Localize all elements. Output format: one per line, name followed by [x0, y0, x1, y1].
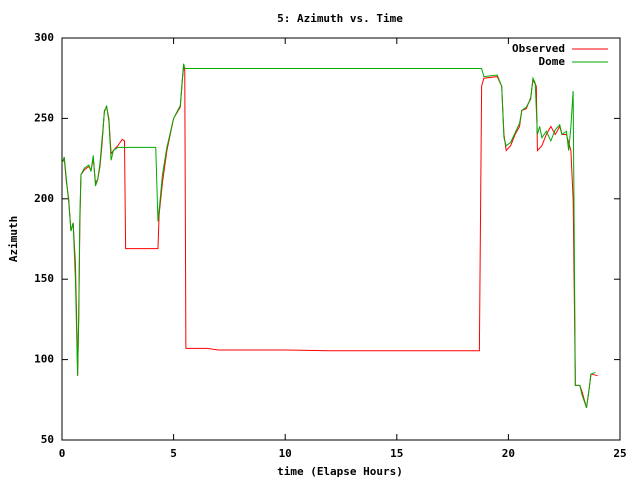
x-tick-label: 25	[613, 447, 626, 460]
y-tick-label: 150	[34, 272, 54, 285]
plot-frame	[61, 37, 621, 441]
y-tick-label: 300	[34, 31, 54, 44]
y-axis-label: Azimuth	[7, 216, 20, 262]
legend-label: Dome	[539, 55, 566, 68]
x-tick-label: 5	[170, 447, 177, 460]
x-tick-label: 15	[390, 447, 403, 460]
x-axis-label: time (Elapse Hours)	[277, 465, 403, 478]
x-tick-label: 0	[59, 447, 66, 460]
y-tick-label: 250	[34, 111, 54, 124]
y-tick-label: 200	[34, 192, 54, 205]
data-line	[61, 63, 596, 409]
x-tick-label: 10	[279, 447, 292, 460]
legend-label: Observed	[512, 42, 565, 55]
y-tick-label: 50	[41, 433, 54, 446]
x-tick-label: 20	[502, 447, 515, 460]
chart-title: 5: Azimuth vs. Time	[277, 12, 403, 25]
y-tick-label: 100	[34, 353, 54, 366]
